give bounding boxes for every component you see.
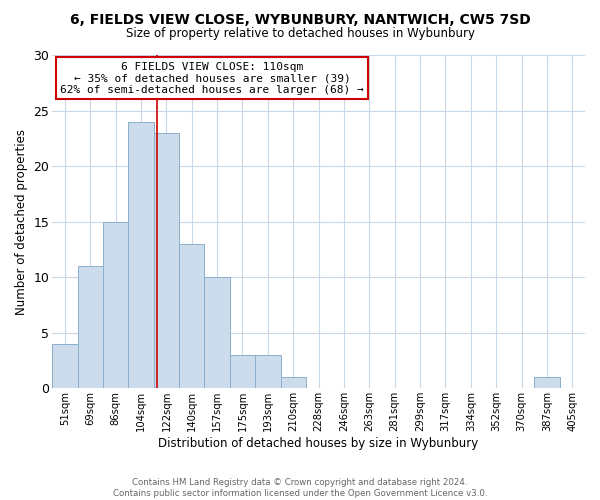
Bar (128, 122, 154, 388)
Bar (534, 377, 560, 388)
Bar (103, 222, 128, 388)
Bar (255, 355, 281, 388)
Bar (205, 277, 230, 388)
Bar (77, 266, 103, 388)
Text: Size of property relative to detached houses in Wybunbury: Size of property relative to detached ho… (125, 28, 475, 40)
Text: 6, FIELDS VIEW CLOSE, WYBUNBURY, NANTWICH, CW5 7SD: 6, FIELDS VIEW CLOSE, WYBUNBURY, NANTWIC… (70, 12, 530, 26)
X-axis label: Distribution of detached houses by size in Wybunbury: Distribution of detached houses by size … (158, 437, 479, 450)
Bar (230, 355, 255, 388)
Bar (154, 133, 179, 388)
Bar (281, 377, 306, 388)
Text: 6 FIELDS VIEW CLOSE: 110sqm
← 35% of detached houses are smaller (39)
62% of sem: 6 FIELDS VIEW CLOSE: 110sqm ← 35% of det… (60, 62, 364, 95)
Text: Contains HM Land Registry data © Crown copyright and database right 2024.
Contai: Contains HM Land Registry data © Crown c… (113, 478, 487, 498)
Bar (179, 244, 205, 388)
Bar (52, 344, 77, 389)
Y-axis label: Number of detached properties: Number of detached properties (15, 128, 28, 314)
